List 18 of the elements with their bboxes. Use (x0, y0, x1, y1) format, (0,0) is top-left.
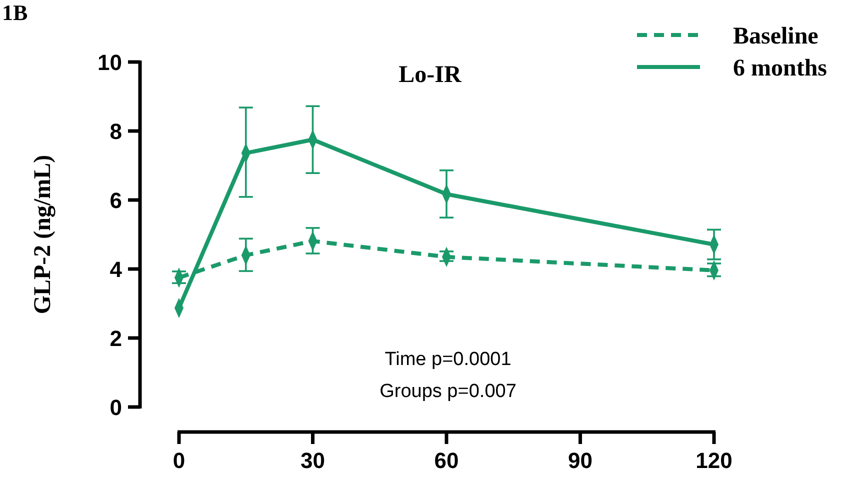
x-tick-label: 120 (696, 448, 732, 473)
x-tick-label: 0 (172, 448, 186, 473)
x-tick-label: 30 (300, 448, 325, 473)
y-tick-label: 2 (110, 326, 122, 351)
text: 1B (2, 0, 28, 25)
legend-label: Baseline (733, 23, 819, 50)
annotation: Groups p=0.007 (380, 381, 516, 402)
legend-label: 6 months (733, 55, 828, 82)
y-tick-label: 10 (98, 50, 122, 75)
y-tick-label: 8 (110, 118, 122, 144)
y-tick-label: 4 (110, 256, 123, 282)
x-tick-label: 90 (568, 448, 592, 473)
chart-title: Lo-IR (398, 62, 462, 88)
y-tick-label: 6 (110, 188, 122, 213)
annotation: Time p=0.0001 (384, 349, 512, 370)
x-tick-label: 60 (434, 448, 459, 473)
y-tick-label: 0 (110, 394, 122, 420)
y-axis-title: GLP-2 (ng/mL) (30, 154, 56, 314)
